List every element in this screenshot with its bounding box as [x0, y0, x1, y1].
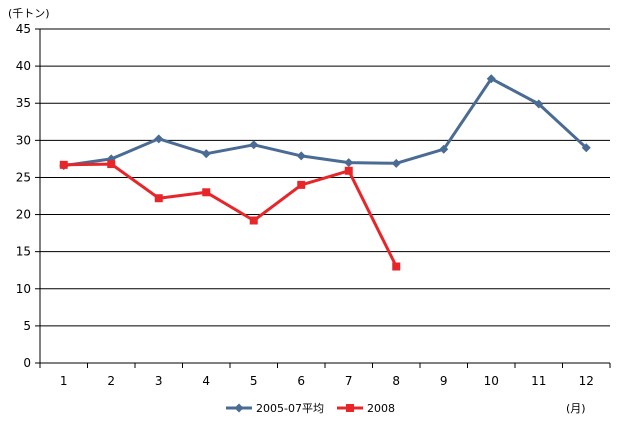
data-point-marker	[201, 149, 211, 159]
legend-marker	[234, 403, 244, 413]
x-tick-label: 3	[155, 374, 163, 388]
y-tick-label: 0	[23, 356, 31, 370]
x-axis-unit-label: (月)	[566, 402, 586, 415]
legend-label: 2008	[367, 402, 395, 415]
data-point-marker	[344, 158, 354, 168]
data-point-marker	[154, 134, 164, 144]
y-tick-label: 15	[16, 245, 31, 259]
y-tick-label: 20	[16, 208, 31, 222]
data-point-marker	[249, 140, 259, 150]
legend-item-2: 2008	[337, 402, 395, 415]
legend-marker	[346, 404, 354, 412]
y-tick-label: 30	[16, 133, 31, 147]
series-2	[59, 160, 401, 271]
data-point-marker	[107, 160, 116, 169]
y-tick-label: 45	[16, 22, 31, 36]
x-tick-label: 7	[345, 374, 353, 388]
x-tick-label: 2	[107, 374, 115, 388]
axes	[35, 28, 611, 368]
y-tick-label: 5	[23, 319, 31, 333]
y-tick-labels: 0 5 10 15 20 25 30 35 40 45	[16, 22, 31, 370]
x-tick-label: 6	[297, 374, 305, 388]
y-tick-label: 10	[16, 282, 31, 296]
legend: 2005-07平均 2008	[226, 402, 395, 415]
data-point-marker	[391, 158, 401, 168]
data-point-marker	[154, 194, 163, 203]
x-tick-labels: 1 2 3 4 5 6 7 8 9 10 11 12	[60, 374, 594, 388]
data-point-marker	[581, 143, 591, 153]
series-1	[59, 74, 591, 171]
x-tick-label: 12	[579, 374, 594, 388]
legend-item-1: 2005-07平均	[226, 402, 324, 415]
legend-label: 2005-07平均	[256, 402, 324, 415]
x-tick-label: 5	[250, 374, 258, 388]
y-tick-label: 35	[16, 96, 31, 110]
data-point-marker	[344, 166, 353, 175]
series-line	[63, 162, 398, 268]
data-point-marker	[534, 99, 544, 109]
data-point-marker	[439, 144, 449, 154]
data-point-marker	[202, 188, 211, 197]
series-lines	[59, 74, 591, 271]
y-tick-label: 25	[16, 170, 31, 184]
x-tick-label: 4	[202, 374, 210, 388]
x-tick-label: 1	[60, 374, 68, 388]
data-point-marker	[59, 160, 68, 169]
data-point-marker	[297, 180, 306, 189]
data-point-marker	[296, 151, 306, 161]
x-tick-label: 9	[440, 374, 448, 388]
series-line	[63, 77, 588, 168]
data-point-marker	[249, 216, 258, 225]
x-tick-label: 11	[531, 374, 546, 388]
x-tick-label: 10	[484, 374, 499, 388]
y-axis-unit-label: (千トン)	[8, 7, 50, 20]
data-point-marker	[392, 262, 401, 271]
y-tick-label: 40	[16, 59, 31, 73]
x-tick-label: 8	[392, 374, 400, 388]
data-point-marker	[486, 74, 496, 84]
